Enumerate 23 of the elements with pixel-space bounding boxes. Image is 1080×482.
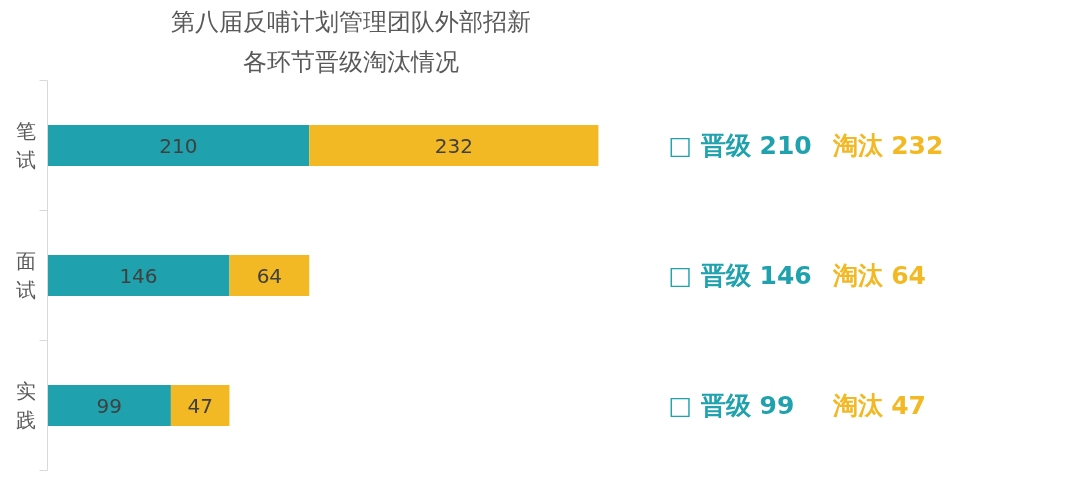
bar [170,385,230,426]
y-tick-label: 面试 [15,249,36,302]
chart-subtitle: 各环节晋级淘汰情况 [242,47,459,76]
text: 淘汰 232 [831,131,944,160]
bar [47,385,171,426]
data-label: 146 [119,263,158,288]
data-label: 99 [96,393,122,418]
data-label: 232 [434,133,473,158]
text: 淘汰 47 [831,391,926,420]
text: □ 晋级 99 [668,391,795,420]
bar [47,255,230,296]
bar [309,125,599,166]
text: 淘汰 64 [831,261,926,290]
bar [47,125,310,166]
chart-title: 第八届反哺计划管理团队外部招新 [170,7,531,36]
bar [229,255,310,296]
text: □ 晋级 146 [668,261,812,290]
data-label: 47 [187,393,213,418]
data-label: 64 [256,263,283,288]
text: □ 晋级 210 [668,131,812,160]
y-tick-label: 笔试 [15,119,36,172]
data-label: 210 [159,133,198,158]
y-tick-label: 实践 [15,379,36,432]
